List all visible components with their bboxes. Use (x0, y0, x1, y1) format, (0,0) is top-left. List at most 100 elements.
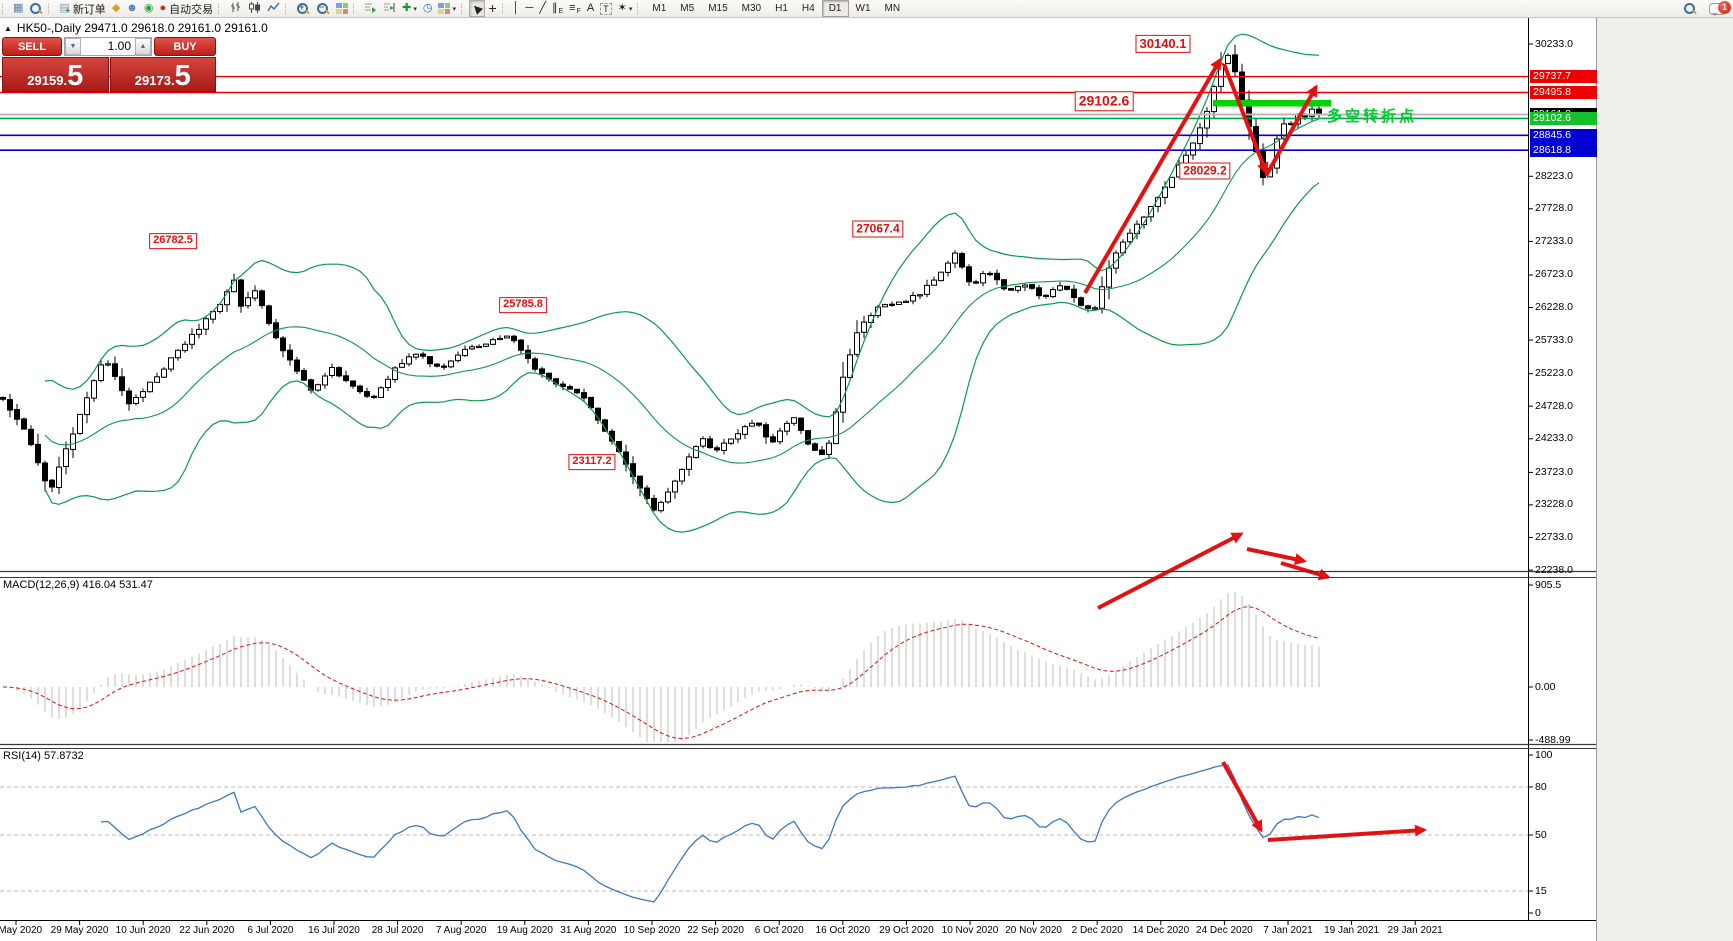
text-tool-icon-glyph: A (586, 2, 595, 14)
timeframe-M15[interactable]: M15 (708, 3, 728, 14)
ask-price[interactable]: 29173. 5 (109, 57, 216, 92)
timeframe-M1[interactable]: M1 (652, 3, 667, 14)
bar-chart-type-icon[interactable] (226, 1, 245, 16)
timeframe-W1[interactable]: W1 (855, 3, 871, 14)
cursor-tool-icon[interactable]: ▶ (468, 0, 486, 17)
metaeditor-icon[interactable]: ◆ (109, 1, 123, 16)
candle-chart-type-icon-glyph (248, 1, 261, 17)
arrows-tool-icon[interactable]: ✶ ▾ (615, 1, 636, 16)
macd-label: MACD(12,26,9) 416.04 531.47 (3, 579, 153, 591)
timeframe-H1[interactable]: H1 (775, 3, 788, 14)
volume-input[interactable]: 1.00 (107, 39, 131, 53)
tile-windows-icon[interactable] (333, 1, 351, 16)
trendline-tool-icon-glyph: ╱ (539, 2, 546, 14)
ask-price-frac: 5 (174, 60, 191, 92)
bid-price[interactable]: 29159. 5 (2, 57, 109, 92)
horizontal-line-tool-icon[interactable]: ─ (523, 1, 537, 16)
channel-tool-icon-sub: E (558, 8, 564, 15)
data-window-icon (29, 2, 43, 16)
toolbar-grip (637, 3, 642, 14)
chart-window (0, 17, 1596, 941)
plus-overlay-icon: + (65, 6, 71, 15)
timeframe-D1[interactable]: D1 (821, 0, 849, 17)
toolbar-grip (460, 3, 466, 14)
periods-button[interactable]: ◷ (420, 1, 436, 16)
timeframe-M30[interactable]: M30 (741, 3, 762, 14)
fibonacci-tool-icon-glyph: ≡ (569, 2, 576, 14)
signals-icon[interactable]: ◉ (141, 1, 157, 16)
bid-price-main: 29159 (27, 73, 64, 88)
autotrading-button-label: 自动交易 (169, 3, 214, 16)
toolbar-grip (501, 3, 507, 14)
zoom-out-icon[interactable]: − (313, 1, 333, 16)
buy-button[interactable]: BUY (154, 37, 216, 56)
zoom-out-icon: − (316, 2, 330, 16)
chevron-down-icon[interactable]: ▾ (413, 5, 417, 13)
crosshair-tool-icon[interactable]: + (485, 1, 499, 16)
data-window-icon[interactable] (26, 1, 46, 16)
volume-stepper: ▼ 1.00 ▲ (64, 37, 152, 56)
notifications-icon[interactable]: 1 (1709, 0, 1731, 16)
indicators-button-glyph: ✚ (402, 2, 412, 14)
periods-button-glyph: ◷ (422, 2, 433, 14)
timeframe-H4[interactable]: H4 (801, 3, 815, 14)
profile-icon[interactable]: ☻ (123, 1, 141, 16)
crosshair-tool-icon-glyph: + (488, 0, 497, 16)
metaeditor-icon-glyph: ◆ (111, 2, 121, 14)
fibonacci-tool-icon-sub: F (576, 8, 581, 15)
toolbar-grip (218, 3, 223, 14)
search-icon[interactable] (1683, 2, 1697, 16)
new-order-button-label: 新订单 (72, 3, 106, 16)
line-chart-type-icon[interactable] (264, 1, 283, 16)
autotrading-button-glyph: ● (159, 2, 167, 14)
profile-icon-glyph: ☻ (126, 2, 138, 14)
channel-tool-icon[interactable]: ∥ E (549, 1, 566, 16)
arrows-tool-icon-glyph: ✶ (617, 2, 627, 14)
volume-decrease-button[interactable]: ▼ (65, 38, 81, 55)
volume-increase-button[interactable]: ▲ (135, 38, 151, 55)
toolbar-grip (353, 3, 358, 14)
autotrading-button[interactable]: ● 自动交易 (156, 1, 216, 16)
ask-price-main: 29173 (134, 73, 171, 88)
tiles-glyph (336, 3, 349, 14)
templates-button[interactable]: ▾ (435, 1, 459, 16)
chart-window-icon-glyph: ▦ (13, 2, 24, 14)
horizontal-line-tool-icon-glyph: ─ (525, 2, 534, 14)
new-order-button[interactable]: ▤ + 新订单 (56, 1, 108, 16)
vertical-line-tool-icon[interactable]: │ (510, 1, 523, 16)
chart-shift-icon-glyph (383, 1, 396, 17)
rsi-label: RSI(14) 57.8732 (3, 750, 84, 762)
workspace-void (1597, 17, 1733, 941)
signals-icon-glyph: ◉ (143, 2, 154, 14)
tiles-glyph (438, 3, 451, 14)
chart-shift-icon[interactable] (380, 1, 399, 16)
bid-price-frac: 5 (67, 60, 84, 92)
toolbar-grip (285, 3, 290, 14)
text-tool-icon[interactable]: A (584, 1, 597, 16)
auto-scroll-icon[interactable] (361, 1, 380, 16)
zoom-in-icon[interactable]: + (293, 1, 313, 16)
collapse-panel-icon[interactable]: ▲ (4, 23, 12, 33)
indicators-button[interactable]: ✚ ▾ (399, 1, 420, 16)
chart-window-icon[interactable]: ▦ (10, 1, 26, 16)
chevron-down-icon[interactable]: ▾ (452, 5, 456, 13)
bar-chart-type-icon-glyph (229, 1, 242, 17)
annotation-note-cn: 多空转折点 (1327, 108, 1418, 125)
notification-badge: 1 (1718, 0, 1731, 14)
trendline-tool-icon[interactable]: ╱ (536, 1, 549, 16)
label-tool-icon[interactable]: T (597, 1, 615, 16)
timeframe-MN[interactable]: MN (884, 3, 901, 14)
one-click-trade-panel: SELL ▼ 1.00 ▲ BUY 29159. 5 29173. 5 (2, 37, 216, 92)
cursor-tool-icon-glyph: ▶ (469, 1, 485, 17)
chart-title-row: ▲ HK50-,Daily 29471.0 29618.0 29161.0 29… (4, 21, 268, 35)
candle-chart-type-icon[interactable] (245, 1, 264, 16)
new-order-button-glyph: ▤ (59, 2, 70, 14)
channel-tool-icon-glyph: ∥ (551, 2, 558, 14)
fibonacci-tool-icon[interactable]: ≡ F (566, 1, 584, 16)
zoom-in-icon: + (296, 2, 310, 16)
vertical-line-tool-icon-glyph: │ (512, 2, 520, 14)
timeframe-M5[interactable]: M5 (680, 3, 695, 14)
chevron-down-icon[interactable]: ▾ (628, 5, 633, 13)
sell-button[interactable]: SELL (2, 37, 62, 56)
